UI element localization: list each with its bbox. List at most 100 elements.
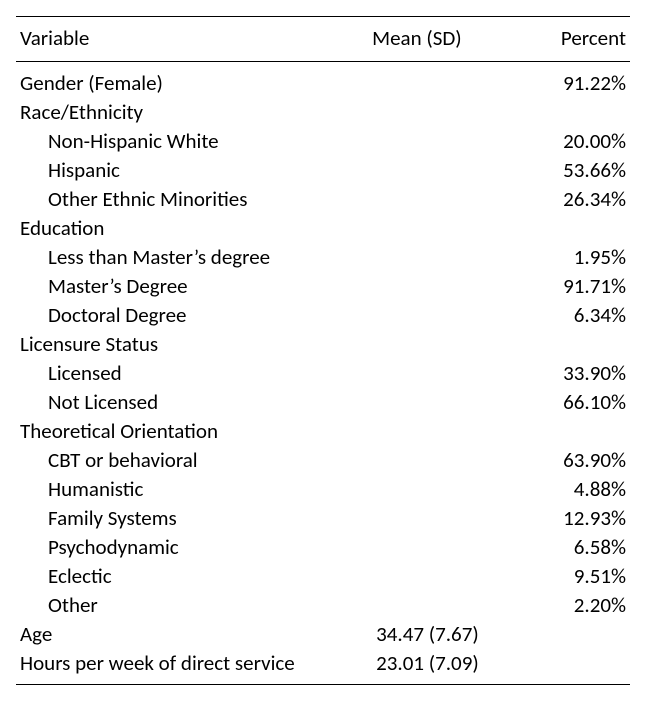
cell-percent: 66.10%	[519, 388, 630, 417]
row-label: Hours per week of direct service	[20, 650, 295, 676]
col-header-mean: Mean (SD)	[372, 17, 519, 62]
cell-mean: 34.47 (7.67)	[372, 620, 519, 649]
row-label: Licensure Status	[20, 331, 158, 357]
cell-variable: Other Ethnic Minorities	[16, 185, 372, 214]
cell-mean	[372, 62, 519, 98]
cell-percent: 2.20%	[519, 591, 630, 620]
table-row: Hispanic 53.66%	[16, 156, 630, 185]
cell-variable: Licensure Status	[16, 330, 372, 359]
cell-percent: 6.58%	[519, 533, 630, 562]
row-label: Eclectic	[20, 563, 112, 589]
table-row: Not Licensed 66.10%	[16, 388, 630, 417]
table: Variable Mean (SD) Percent Gender (Femal…	[16, 16, 630, 685]
cell-percent: 6.34%	[519, 301, 630, 330]
cell-variable: Licensed	[16, 359, 372, 388]
table-row: Licensed 33.90%	[16, 359, 630, 388]
row-label: Education	[20, 215, 104, 241]
cell-variable: Doctoral Degree	[16, 301, 372, 330]
cell-percent: 53.66%	[519, 156, 630, 185]
cell-percent: 91.71%	[519, 272, 630, 301]
cell-percent: 4.88%	[519, 475, 630, 504]
cell-variable: Gender (Female)	[16, 62, 372, 98]
table-row: CBT or behavioral 63.90%	[16, 446, 630, 475]
cell-percent	[519, 330, 630, 359]
table-row: Race/Ethnicity	[16, 98, 630, 127]
cell-mean	[372, 330, 519, 359]
cell-percent: 12.93%	[519, 504, 630, 533]
cell-mean	[372, 301, 519, 330]
cell-mean	[372, 272, 519, 301]
cell-variable: Master’s Degree	[16, 272, 372, 301]
cell-mean	[372, 591, 519, 620]
row-label: Less than Master’s degree	[20, 244, 270, 270]
cell-mean	[372, 214, 519, 243]
table-row: Gender (Female) 91.22%	[16, 62, 630, 98]
cell-variable: Not Licensed	[16, 388, 372, 417]
cell-percent: 91.22%	[519, 62, 630, 98]
row-label: Humanistic	[20, 476, 143, 502]
row-label: Psychodynamic	[20, 534, 179, 560]
cell-percent	[519, 214, 630, 243]
cell-percent: 9.51%	[519, 562, 630, 591]
cell-percent: 26.34%	[519, 185, 630, 214]
cell-percent: 33.90%	[519, 359, 630, 388]
row-label: Master’s Degree	[20, 273, 188, 299]
row-label: CBT or behavioral	[20, 447, 198, 473]
cell-variable: Family Systems	[16, 504, 372, 533]
table-header-row: Variable Mean (SD) Percent	[16, 17, 630, 62]
table-row: Master’s Degree 91.71%	[16, 272, 630, 301]
cell-mean	[372, 98, 519, 127]
cell-mean	[372, 156, 519, 185]
cell-percent	[519, 620, 630, 649]
cell-variable: CBT or behavioral	[16, 446, 372, 475]
row-label: Licensed	[20, 360, 122, 386]
table-row: Eclectic 9.51%	[16, 562, 630, 591]
cell-percent: 63.90%	[519, 446, 630, 475]
cell-variable: Less than Master’s degree	[16, 243, 372, 272]
table-row: Psychodynamic 6.58%	[16, 533, 630, 562]
cell-variable: Age	[16, 620, 372, 649]
table-row: Hours per week of direct service 23.01 (7…	[16, 649, 630, 685]
cell-variable: Education	[16, 214, 372, 243]
table-row: Other Ethnic Minorities 26.34%	[16, 185, 630, 214]
row-label: Age	[20, 621, 52, 647]
cell-mean	[372, 504, 519, 533]
cell-variable: Non-Hispanic White	[16, 127, 372, 156]
cell-variable: Hispanic	[16, 156, 372, 185]
cell-variable: Other	[16, 591, 372, 620]
row-label: Other Ethnic Minorities	[20, 186, 247, 212]
table-row: Licensure Status	[16, 330, 630, 359]
row-label: Gender (Female)	[20, 70, 163, 96]
demographics-table: Variable Mean (SD) Percent Gender (Femal…	[16, 16, 630, 685]
cell-mean	[372, 243, 519, 272]
row-label: Family Systems	[20, 505, 177, 531]
cell-mean	[372, 562, 519, 591]
cell-variable: Psychodynamic	[16, 533, 372, 562]
row-label: Not Licensed	[20, 389, 158, 415]
cell-variable: Humanistic	[16, 475, 372, 504]
cell-percent	[519, 417, 630, 446]
table-row: Less than Master’s degree 1.95%	[16, 243, 630, 272]
cell-percent: 20.00%	[519, 127, 630, 156]
cell-mean	[372, 446, 519, 475]
row-label: Doctoral Degree	[20, 302, 187, 328]
cell-mean	[372, 475, 519, 504]
cell-mean: 23.01 (7.09)	[372, 649, 519, 685]
cell-percent: 1.95%	[519, 243, 630, 272]
cell-mean	[372, 359, 519, 388]
cell-mean	[372, 417, 519, 446]
table-row: Doctoral Degree 6.34%	[16, 301, 630, 330]
cell-mean	[372, 185, 519, 214]
table-row: Age 34.47 (7.67)	[16, 620, 630, 649]
cell-mean	[372, 533, 519, 562]
row-label: Other	[20, 592, 98, 618]
table-row: Theoretical Orientation	[16, 417, 630, 446]
table-row: Humanistic 4.88%	[16, 475, 630, 504]
row-label: Non-Hispanic White	[20, 128, 219, 154]
cell-variable: Hours per week of direct service	[16, 649, 372, 685]
col-header-variable: Variable	[16, 17, 372, 62]
table-row: Family Systems 12.93%	[16, 504, 630, 533]
row-label: Race/Ethnicity	[20, 99, 143, 125]
table-row: Other 2.20%	[16, 591, 630, 620]
cell-mean	[372, 127, 519, 156]
